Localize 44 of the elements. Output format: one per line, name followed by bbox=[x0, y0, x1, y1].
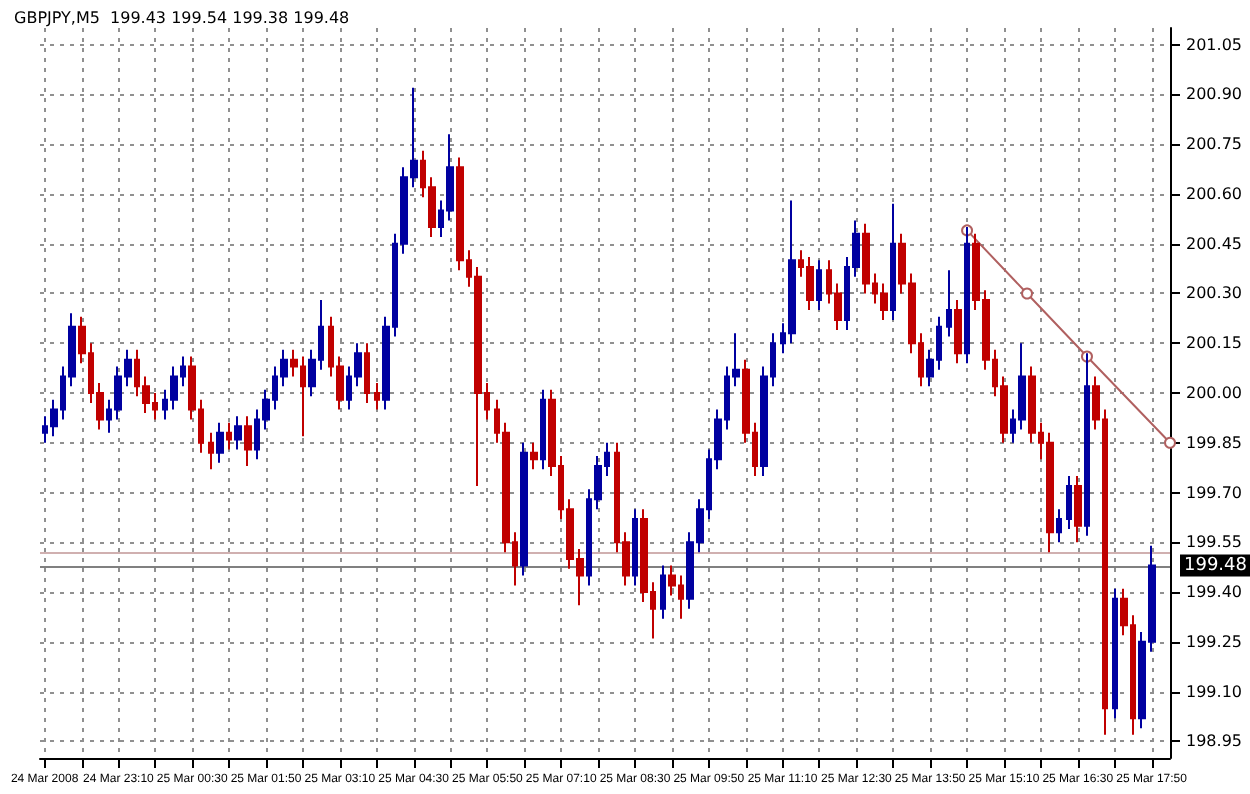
candlestick bbox=[234, 415, 242, 451]
y-tick-label: 200.15 bbox=[1186, 334, 1242, 353]
candlestick bbox=[816, 259, 822, 312]
y-tick-label: 200.30 bbox=[1186, 284, 1242, 303]
y-tick-label: 200.45 bbox=[1186, 234, 1242, 253]
candlestick bbox=[862, 222, 870, 295]
y-tick-label: 199.85 bbox=[1186, 433, 1242, 452]
y-tick-label: 199.40 bbox=[1186, 583, 1242, 602]
y-tick-label: 199.10 bbox=[1186, 682, 1242, 701]
candlestick bbox=[374, 382, 380, 411]
ref-line-label: 199.48 bbox=[1184, 555, 1248, 576]
candlestick bbox=[806, 255, 814, 312]
candlestick bbox=[660, 564, 666, 620]
y-tick-label: 198.95 bbox=[1186, 732, 1242, 751]
y-tick-label: 200.75 bbox=[1186, 135, 1242, 154]
candlestick bbox=[1074, 474, 1082, 544]
point bbox=[1164, 436, 1176, 449]
candlestick bbox=[208, 431, 214, 471]
candlestick bbox=[520, 441, 528, 577]
candlestick bbox=[788, 199, 796, 345]
candlestick bbox=[880, 282, 888, 321]
candlestick bbox=[1056, 508, 1062, 544]
candlestick bbox=[632, 508, 638, 587]
candlestick bbox=[1112, 587, 1118, 720]
candlestick bbox=[1046, 431, 1054, 554]
y-tick-label: 199.70 bbox=[1186, 483, 1242, 502]
y-tick-label: 199.25 bbox=[1186, 632, 1242, 651]
point bbox=[1021, 287, 1034, 300]
candlestick bbox=[540, 388, 546, 471]
candlestick bbox=[954, 299, 962, 365]
candlestick bbox=[216, 421, 224, 464]
candlestick bbox=[1066, 474, 1072, 531]
y-tick-label: 200.00 bbox=[1186, 384, 1242, 402]
chart-title: GBPJPY,M5 199.43 199.54 199.38 199.48 bbox=[14, 9, 350, 27]
y-tick-label: 200.60 bbox=[1186, 184, 1242, 203]
candlestick bbox=[946, 269, 952, 338]
candlestick bbox=[226, 421, 232, 451]
y-tick-label: 200.90 bbox=[1186, 85, 1242, 104]
y-tick-label: 199.55 bbox=[1186, 533, 1242, 552]
candlestick bbox=[244, 415, 252, 467]
candlestick bbox=[364, 342, 370, 404]
candlestick bbox=[530, 441, 538, 471]
candlestick bbox=[890, 202, 896, 321]
y-tick-label: 201.05 bbox=[1186, 35, 1242, 54]
